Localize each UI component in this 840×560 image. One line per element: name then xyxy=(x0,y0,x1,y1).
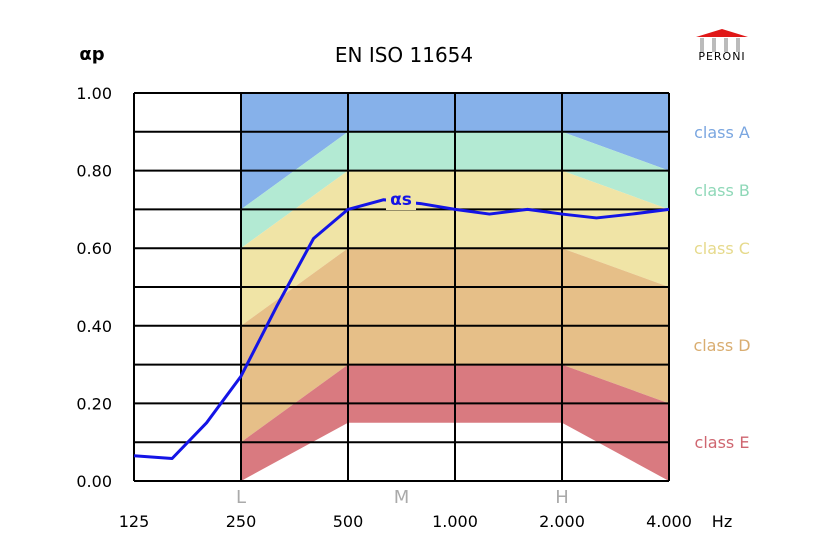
x-tick-label: 125 xyxy=(119,512,150,531)
series-label-bg xyxy=(386,188,416,210)
y-tick-label: 0.80 xyxy=(76,162,112,181)
x-tick-label: 2.000 xyxy=(539,512,585,531)
class-label: class E xyxy=(695,433,750,452)
chart-title: EN ISO 11654 xyxy=(335,43,473,67)
class-label: class A xyxy=(694,123,750,142)
y-tick-label: 0.20 xyxy=(76,394,112,413)
y-tick-label: 0.60 xyxy=(76,239,112,258)
x-unit-label: Hz xyxy=(712,512,732,531)
x-tick-label: 1.000 xyxy=(432,512,478,531)
band-letter: L xyxy=(236,487,246,508)
x-tick-label: 4.000 xyxy=(646,512,692,531)
band-letter: M xyxy=(394,487,410,508)
band-letter: H xyxy=(555,487,569,508)
class-label: class D xyxy=(693,336,750,355)
y-tick-label: 0.00 xyxy=(76,472,112,491)
peroni-logo: PERONI xyxy=(696,29,748,63)
class-label: class C xyxy=(694,239,750,258)
grid xyxy=(133,92,670,482)
labels: class A class B class C class D class E 0.00 0… xyxy=(76,84,750,531)
x-tick-label: 500 xyxy=(333,512,364,531)
y-axis-label: αp xyxy=(79,44,104,65)
series-layer: αs xyxy=(133,188,670,460)
y-tick-label: 1.00 xyxy=(76,84,112,103)
svg-text:PERONI: PERONI xyxy=(698,50,745,63)
y-tick-label: 0.40 xyxy=(76,317,112,336)
class-label: class B xyxy=(694,181,750,200)
series-label: αs xyxy=(390,190,412,210)
x-tick-label: 250 xyxy=(226,512,257,531)
